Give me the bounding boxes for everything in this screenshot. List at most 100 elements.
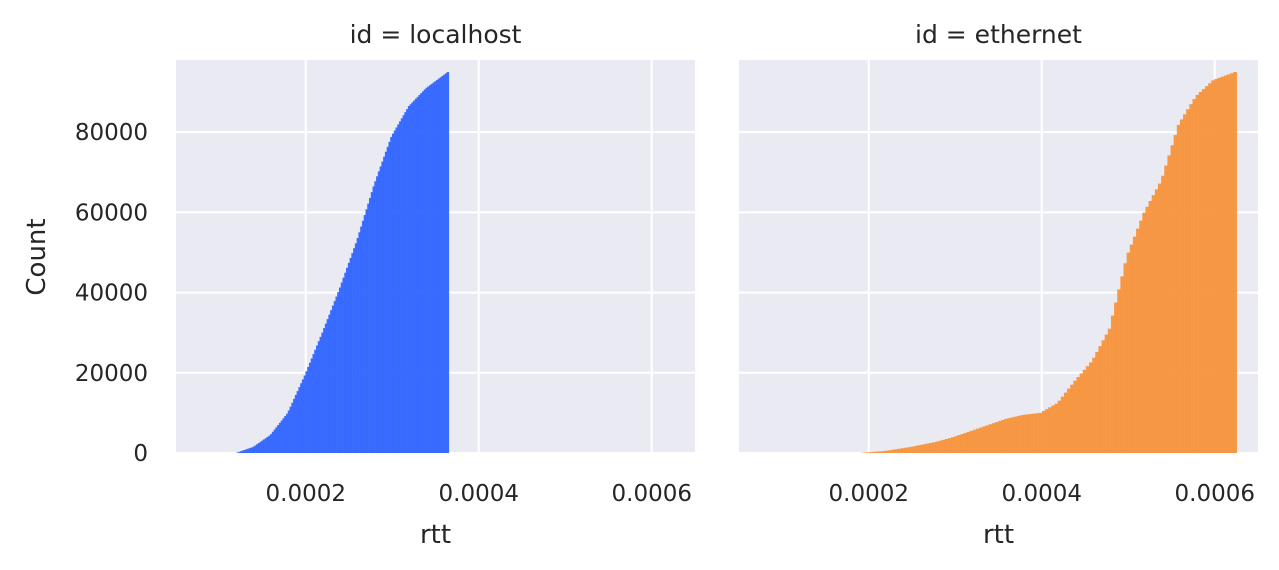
histogram-bar-localhost (268, 435, 271, 453)
histogram-bar-ethernet (1186, 109, 1190, 453)
histogram-bar-localhost (391, 133, 395, 453)
histogram-bar-localhost (264, 438, 268, 453)
histogram-bar-ethernet (1142, 212, 1147, 453)
x-tick-labels-localhost: 0.0002 0.0004 0.0006 (266, 481, 692, 507)
histogram-bar-ethernet (897, 448, 902, 453)
histogram-bar-localhost (361, 220, 365, 453)
x-axis-label-localhost: rtt (420, 520, 451, 550)
histogram-bar-localhost (277, 425, 280, 453)
histogram-bar-ethernet (1070, 384, 1074, 453)
histogram-bar-ethernet (972, 429, 977, 453)
histogram-bar-ethernet (1029, 413, 1034, 453)
histogram-bar-ethernet (1082, 369, 1087, 453)
histogram-bar-ethernet (1010, 417, 1015, 453)
histogram-bar-ethernet (1001, 419, 1005, 453)
histogram-bar-localhost (443, 74, 446, 454)
histogram-bar-ethernet (913, 446, 918, 453)
histogram-bar-localhost (383, 156, 386, 453)
histogram-bar-ethernet (1205, 86, 1209, 454)
histogram-bar-localhost (420, 93, 423, 454)
histogram-bar-localhost (393, 130, 397, 454)
histogram-bar-localhost (296, 391, 299, 453)
histogram-bar-localhost (289, 406, 292, 453)
bars-ethernet (860, 72, 1237, 454)
histogram-bar-ethernet (891, 449, 896, 453)
histogram-bar-ethernet (991, 423, 996, 453)
histogram-bar-ethernet (1226, 74, 1231, 454)
panel-title-localhost: id = localhost (350, 20, 522, 49)
histogram-bar-localhost (379, 166, 382, 453)
histogram-bar-ethernet (1214, 79, 1219, 453)
histogram-bar-ethernet (1073, 380, 1078, 453)
histogram-bar-localhost (388, 141, 391, 453)
panel-localhost: id = localhost 0.0002 0.0004 0.0006 0 20000… (22, 20, 695, 550)
histogram-bar-ethernet (929, 442, 933, 453)
histogram-bar-ethernet (872, 451, 877, 453)
histogram-bar-localhost (298, 387, 301, 453)
histogram-bar-localhost (351, 253, 354, 453)
histogram-bar-ethernet (954, 436, 958, 453)
histogram-bar-ethernet (1139, 220, 1143, 453)
x-tick-label: 0.0002 (829, 481, 909, 507)
histogram-bar-localhost (317, 341, 321, 453)
histogram-bar-ethernet (1079, 373, 1084, 453)
histogram-bar-localhost (374, 181, 377, 453)
histogram-bar-localhost (323, 328, 326, 453)
histogram-bar-localhost (436, 79, 439, 453)
histogram-bar-localhost (425, 87, 428, 453)
histogram-bar-ethernet (985, 425, 990, 453)
histogram-bar-localhost (416, 96, 420, 453)
histogram-bar-localhost (301, 379, 305, 453)
histogram-bar-localhost (407, 106, 411, 453)
x-tick-label: 0.0002 (266, 481, 346, 507)
y-tick-label: 80000 (75, 120, 148, 146)
histogram-bar-ethernet (969, 430, 974, 453)
histogram-bar-localhost (305, 371, 308, 453)
histogram-bar-localhost (446, 72, 450, 453)
histogram-bar-localhost (310, 358, 314, 453)
histogram-bar-localhost (333, 301, 337, 453)
histogram-bar-ethernet (1136, 228, 1140, 453)
histogram-bar-ethernet (1132, 236, 1137, 453)
histogram-bar-ethernet (1145, 206, 1150, 453)
histogram-bar-localhost (300, 383, 303, 453)
histogram-bar-localhost (247, 448, 250, 453)
histogram-bar-ethernet (1201, 89, 1206, 453)
histogram-bar-localhost (294, 394, 298, 453)
histogram-bar-localhost (250, 447, 254, 453)
histogram-bar-ethernet (919, 444, 924, 453)
histogram-bar-localhost (270, 434, 273, 453)
histogram-bar-ethernet (938, 440, 943, 453)
y-tick-label: 20000 (75, 361, 148, 387)
histogram-bar-ethernet (1063, 392, 1068, 453)
histogram-bar-ethernet (988, 424, 993, 453)
histogram-bar-localhost (390, 137, 393, 453)
histogram-bar-localhost (370, 192, 374, 453)
histogram-bar-localhost (316, 345, 319, 453)
y-axis-label: Count (22, 218, 52, 295)
histogram-bar-localhost (381, 161, 384, 453)
histogram-bar-ethernet (998, 420, 1002, 453)
histogram-bar-ethernet (1026, 414, 1031, 453)
histogram-bar-localhost (434, 81, 437, 453)
histogram-bar-ethernet (1198, 91, 1203, 453)
histogram-bar-ethernet (1192, 99, 1197, 453)
histogram-bar-localhost (354, 243, 358, 453)
histogram-bar-ethernet (1154, 189, 1159, 453)
histogram-bar-ethernet (932, 442, 936, 453)
bars-localhost (236, 72, 450, 454)
histogram-bar-ethernet (1004, 418, 1009, 453)
histogram-bar-localhost (245, 449, 248, 453)
histogram-bar-localhost (254, 445, 257, 453)
histogram-bar-localhost (259, 441, 262, 453)
histogram-bar-ethernet (1023, 414, 1027, 453)
histogram-bar-localhost (356, 238, 360, 453)
histogram-bar-ethernet (1223, 75, 1228, 454)
histogram-bar-ethernet (1013, 416, 1018, 453)
histogram-bar-ethernet (1038, 412, 1043, 453)
histogram-bar-localhost (328, 314, 331, 453)
histogram-bar-localhost (344, 272, 347, 453)
histogram-bar-ethernet (1183, 114, 1187, 453)
histogram-bar-localhost (367, 203, 370, 453)
